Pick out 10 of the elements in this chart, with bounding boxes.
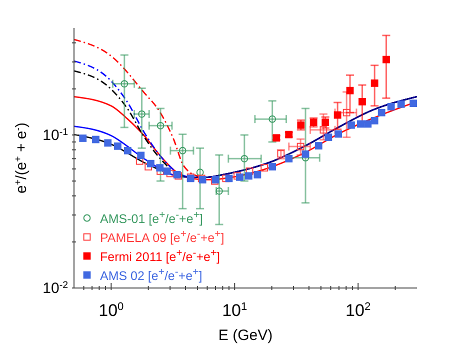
legend-label: AMS 02 [e$^{+}$/e$^{-}$+e$^{+}$]: [100, 266, 202, 285]
x-tick-label: 10$^{1}$: [222, 301, 248, 320]
legend-label: Fermi 2011 [e$^{+}$/e$^{-}$+e$^{+}$]: [100, 247, 220, 266]
legend-label: PAMELA 09 [e$^{+}$/e$^{-}$+e$^{+}$]: [100, 228, 224, 246]
x-tick-label: 10$^{2}$: [346, 301, 371, 320]
x-tick-label: 10$^{0}$: [98, 301, 124, 320]
y-tick-label: 10$^{-1}$: [42, 126, 68, 144]
x-axis-title: E (GeV): [218, 327, 273, 344]
y-tick-label: 10$^{-2}$: [42, 280, 68, 297]
legend-label: AMS-01 [e$^{+}$/e$^{-}$+e$^{+}$]: [100, 209, 203, 228]
